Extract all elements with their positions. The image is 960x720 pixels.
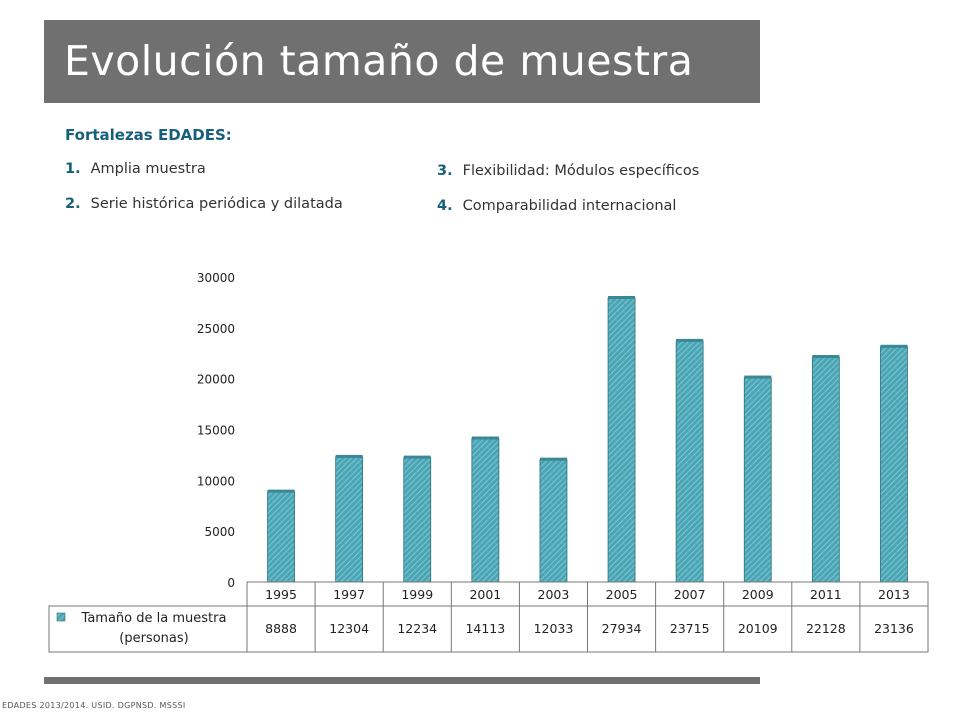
legend-swatch [56,612,66,622]
bar-top [335,454,363,458]
bar [880,346,908,583]
slide-title: Evolución tamaño de muestra [64,37,694,85]
data-label: 23715 [670,621,710,636]
data-label: 22128 [806,621,846,636]
data-label: 12304 [329,621,369,636]
bar-top [744,375,772,379]
legend-label: (personas) [119,631,188,646]
data-label: 12033 [534,621,574,636]
bar-top [880,344,908,348]
bar-top [471,436,499,440]
data-label: 8888 [265,621,297,636]
title-band: Evolución tamaño de muestra [44,20,760,103]
y-tick-label: 25000 [197,322,235,336]
list-item-text: Comparabilidad internacional [462,198,677,214]
bar [607,297,636,583]
y-tick-label: 30000 [197,271,235,285]
x-tick-label: 1999 [401,587,433,602]
bar-top [812,355,840,359]
y-tick-label: 5000 [204,525,235,539]
list-item: 1. Amplia muestra [65,161,206,177]
data-label: 23136 [874,621,914,636]
x-tick-label: 1997 [333,587,365,602]
list-item-number: 2. [65,196,81,212]
y-tick-label: 0 [227,576,235,590]
bar [471,438,500,583]
data-label: 12234 [397,621,437,636]
y-tick-label: 10000 [197,474,235,488]
bar-top [267,489,295,493]
x-tick-label: 2009 [742,587,774,602]
bar [675,340,704,583]
list-item-number: 4. [437,198,453,214]
x-tick-label: 2005 [606,587,638,602]
list-item: 4. Comparabilidad internacional [437,198,676,214]
footer-source: EDADES 2013/2014. USID. DGPNSD. MSSSI [2,701,186,710]
table-value-row [48,605,929,653]
data-label: 14113 [465,621,505,636]
list-item-text: Serie histórica periódica y dilatada [90,196,343,212]
bar [743,377,772,583]
legend-label: Tamaño de la muestra [81,611,227,626]
x-tick-label: 1995 [265,587,297,602]
bar [267,491,295,583]
bar [811,356,840,583]
list-item-number: 3. [437,163,453,179]
bar [403,457,432,583]
bar-top [608,296,636,300]
footer-bar [44,677,760,684]
list-item-text: Flexibilidad: Módulos específicos [462,163,700,179]
list-item-number: 1. [65,161,81,177]
x-tick-label: 2013 [878,587,910,602]
subheading: Fortalezas EDADES: [65,126,232,144]
bar-top [539,457,567,461]
bar-top [403,455,431,459]
x-tick-label: 2007 [674,587,706,602]
data-label: 20109 [738,621,778,636]
list-item: 2. Serie histórica periódica y dilatada [65,196,343,212]
bar-top [676,338,704,342]
data-label: 27934 [602,621,642,636]
bar [335,456,364,583]
x-tick-label: 2003 [538,587,570,602]
x-tick-label: 2001 [469,587,501,602]
y-tick-label: 15000 [197,424,235,438]
bar [539,459,568,583]
x-tick-label: 2011 [810,587,842,602]
y-tick-label: 20000 [197,373,235,387]
list-item: 3. Flexibilidad: Módulos específicos [437,163,699,179]
list-item-text: Amplia muestra [90,161,206,177]
